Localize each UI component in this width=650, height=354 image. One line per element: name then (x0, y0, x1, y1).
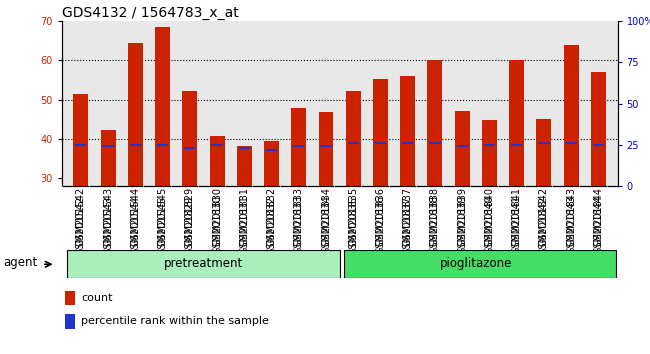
Bar (375, 142, 386, 144)
Bar (482, 120, 497, 186)
Text: GSM201835: GSM201835 (348, 195, 358, 255)
Text: GDS4132 / 1564783_x_at: GDS4132 / 1564783_x_at (62, 6, 239, 20)
Text: pretreatment: pretreatment (164, 257, 243, 270)
Bar (128, 43, 143, 186)
Text: GSM201836: GSM201836 (376, 195, 385, 255)
Text: agent: agent (3, 256, 37, 269)
Text: GSM201842: GSM201842 (539, 195, 549, 255)
Text: percentile rank within the sample: percentile rank within the sample (81, 316, 269, 326)
Bar (346, 91, 361, 186)
Text: GSM201843: GSM201843 (566, 195, 576, 255)
Text: GSM201543: GSM201543 (103, 195, 113, 255)
Text: GSM201545: GSM201545 (157, 195, 168, 255)
Text: GSM201841: GSM201841 (512, 195, 522, 255)
Bar (211, 144, 223, 146)
Text: GSM201839: GSM201839 (457, 195, 467, 255)
Bar (593, 144, 604, 146)
Bar (455, 110, 470, 186)
Bar (318, 112, 333, 186)
Bar (266, 149, 277, 151)
Bar (566, 142, 577, 144)
Bar (591, 72, 606, 186)
Bar (209, 136, 224, 186)
Bar (456, 145, 468, 147)
Bar (130, 144, 141, 146)
Text: count: count (81, 293, 112, 303)
Bar (538, 142, 549, 144)
Bar (564, 45, 578, 186)
Bar (184, 147, 196, 149)
Text: GSM201834: GSM201834 (321, 195, 331, 255)
Text: GSM201838: GSM201838 (430, 195, 440, 255)
Bar (73, 94, 88, 186)
Text: GSM201544: GSM201544 (130, 195, 140, 255)
Bar (430, 142, 441, 144)
Bar (484, 144, 495, 146)
Bar (103, 145, 114, 147)
Bar (157, 144, 168, 146)
Text: GSM201833: GSM201833 (294, 195, 304, 255)
Bar (155, 27, 170, 186)
Bar (64, 314, 75, 329)
Bar (293, 145, 304, 147)
Bar (101, 130, 116, 186)
Bar (237, 146, 252, 186)
Text: GSM201831: GSM201831 (239, 195, 250, 255)
Bar (509, 61, 524, 186)
Bar (402, 142, 413, 144)
Text: pioglitazone: pioglitazone (439, 257, 512, 270)
Text: GSM201832: GSM201832 (266, 195, 276, 255)
Bar (291, 108, 306, 186)
Bar (182, 91, 198, 186)
Bar (511, 144, 523, 146)
Bar (64, 291, 75, 305)
Bar (320, 145, 332, 147)
Bar (536, 119, 551, 186)
Bar (264, 141, 279, 186)
Text: GSM201830: GSM201830 (212, 195, 222, 255)
Bar (400, 76, 415, 186)
Bar (75, 144, 86, 146)
Text: GSM201840: GSM201840 (484, 195, 495, 255)
Bar (344, 250, 616, 278)
Bar (348, 142, 359, 144)
Text: GSM201542: GSM201542 (76, 195, 86, 255)
Text: GSM201829: GSM201829 (185, 195, 195, 255)
Bar (428, 59, 443, 186)
Text: GSM201837: GSM201837 (403, 195, 413, 255)
Bar (373, 79, 388, 186)
Bar (239, 147, 250, 149)
Bar (67, 250, 339, 278)
Text: GSM201844: GSM201844 (593, 195, 603, 255)
